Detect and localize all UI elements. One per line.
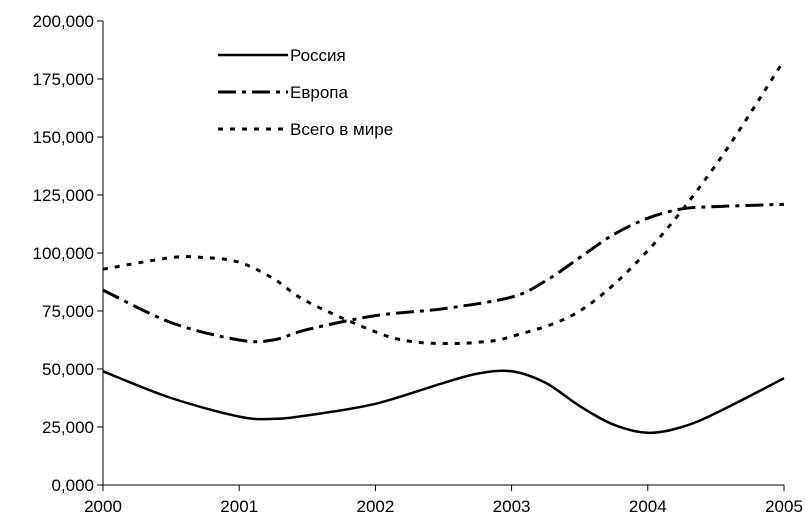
x-tick-label: 2000	[84, 497, 122, 516]
y-tick-label: 0,000	[51, 476, 94, 495]
legend-label-0: Россия	[290, 46, 346, 65]
series-1-line	[102, 202, 785, 344]
y-tick-label: 150,000	[33, 128, 94, 147]
y-ticks: 0,000 25,000 50,000 75,000 100,000 125,000 150…	[33, 12, 103, 495]
y-tick-label: 50,000	[42, 360, 94, 379]
x-tick-label: 2004	[629, 497, 667, 516]
x-tick-label: 2005	[765, 497, 803, 516]
legend: Россия Европа Всего в мире	[218, 46, 393, 139]
series-0-line	[102, 369, 785, 435]
legend-label-1: Европа	[290, 83, 348, 102]
y-tick-label: 100,000	[33, 244, 94, 263]
x-tick-label: 2002	[356, 497, 394, 516]
series-lines	[102, 59, 786, 435]
x-ticks: 2000 2001 2002 2003 2004 2005	[84, 485, 803, 516]
y-tick-label: 75,000	[42, 302, 94, 321]
series-2-line	[102, 59, 786, 346]
legend-label-2: Всего в мире	[290, 120, 393, 139]
y-tick-label: 175,000	[33, 70, 94, 89]
x-tick-label: 2001	[220, 497, 258, 516]
y-tick-label: 200,000	[33, 12, 94, 31]
x-tick-label: 2003	[493, 497, 531, 516]
y-tick-label: 125,000	[33, 186, 94, 205]
axes	[102, 21, 784, 486]
y-tick-label: 25,000	[42, 418, 94, 437]
